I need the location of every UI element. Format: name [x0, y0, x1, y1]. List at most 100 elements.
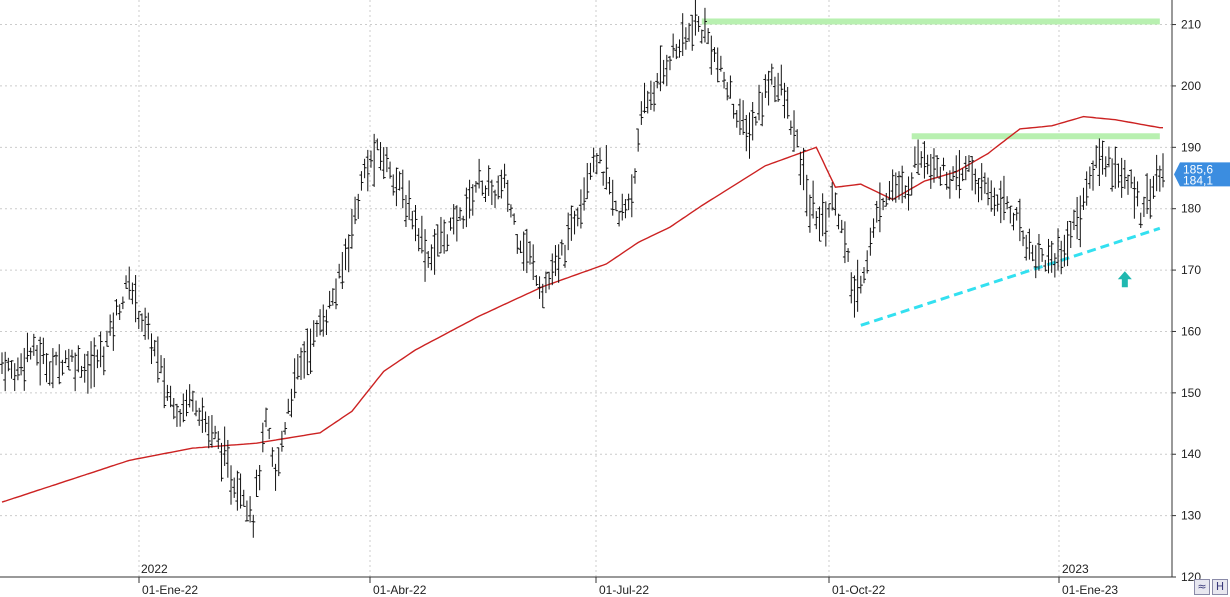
price-bar — [1059, 240, 1064, 275]
price-bar — [1100, 140, 1105, 175]
price-bar — [241, 489, 246, 507]
price-bar — [1036, 233, 1041, 271]
price-bar — [757, 84, 762, 121]
price-bar — [1071, 209, 1076, 231]
price-bar — [591, 147, 596, 173]
price-bar — [594, 152, 599, 175]
price-bar — [429, 244, 434, 271]
price-bar — [664, 54, 669, 87]
price-bar — [973, 168, 978, 195]
annotations — [701, 18, 1161, 327]
price-bar — [839, 219, 844, 234]
price-bar — [632, 168, 637, 184]
price-bar — [356, 193, 361, 219]
price-bar — [461, 215, 466, 229]
price-bar — [623, 199, 628, 219]
price-bar — [1001, 175, 1006, 221]
arrow-up-icon — [1117, 271, 1132, 288]
price-bar — [642, 82, 647, 114]
price-bar — [133, 275, 138, 323]
price-bar — [480, 180, 485, 196]
price-bar — [1138, 212, 1143, 229]
price-bar — [744, 114, 749, 152]
price-bar — [1106, 146, 1111, 168]
price-bar — [687, 22, 692, 42]
price-bar — [448, 217, 453, 231]
price-bar — [718, 55, 723, 72]
price-bar — [986, 177, 991, 206]
price-bar — [617, 210, 622, 227]
price-bar — [1052, 253, 1057, 278]
last-price-tag — [1174, 162, 1230, 187]
price-bar — [54, 351, 59, 366]
price-bar — [225, 439, 230, 478]
resistance-band-1 — [911, 133, 1160, 140]
price-bar — [146, 312, 151, 340]
price-bar — [1062, 234, 1067, 267]
price-bar — [858, 275, 863, 294]
price-bar — [267, 427, 272, 440]
price-bar — [499, 169, 504, 199]
price-bar — [1110, 158, 1115, 192]
price-bar — [50, 348, 55, 389]
price-bar — [1084, 171, 1089, 206]
x-tick-label-4: 01-Ene-23 — [1062, 583, 1118, 597]
price-bar — [862, 267, 867, 284]
price-bar — [38, 336, 43, 386]
price-bar — [588, 162, 593, 180]
price-bar — [209, 415, 214, 448]
price-bar — [270, 447, 275, 467]
price-bar — [728, 75, 733, 99]
price-bar — [63, 350, 68, 364]
price-bar — [766, 70, 771, 106]
price-bar — [788, 120, 793, 135]
price-bar — [31, 333, 36, 356]
price-bar — [279, 430, 284, 452]
price-bar — [798, 151, 803, 186]
price-bar — [295, 354, 300, 380]
price-bar — [327, 290, 332, 309]
price-bar — [238, 473, 243, 509]
price-bar — [337, 263, 342, 279]
price-bar — [206, 415, 211, 449]
price-bar — [187, 384, 192, 408]
price-bar — [1113, 146, 1118, 189]
price-bar — [680, 13, 685, 56]
price-bar — [737, 98, 742, 136]
price-bar — [333, 278, 338, 310]
price-bar — [1151, 175, 1156, 199]
price-bar — [101, 346, 106, 376]
y-tick-label-180: 180 — [1181, 202, 1201, 216]
x-tick-label-0: 01-Ene-22 — [142, 583, 198, 597]
price-bar — [919, 151, 924, 168]
save-icon[interactable]: H — [1212, 579, 1228, 595]
price-bar — [1119, 157, 1124, 198]
price-bar — [1135, 181, 1140, 207]
price-bar — [925, 154, 930, 175]
price-bar — [779, 64, 784, 96]
price-bar — [184, 389, 189, 417]
price-bar — [194, 400, 199, 417]
price-bar — [852, 275, 857, 318]
price-bar — [629, 174, 634, 218]
price-bar — [785, 86, 790, 119]
price-bar — [136, 311, 141, 330]
price-bar — [998, 180, 1003, 224]
price-bar — [19, 353, 24, 376]
price-bar — [912, 146, 917, 168]
price-bar — [760, 92, 765, 127]
price-bar — [712, 47, 717, 63]
chart-mode-icon[interactable]: ≈ — [1194, 579, 1210, 595]
price-bar — [1014, 207, 1019, 221]
price-bar — [200, 397, 205, 433]
price-bar — [916, 139, 921, 175]
price-bar — [6, 357, 11, 372]
price-bar — [671, 33, 676, 58]
price-bar — [413, 205, 418, 242]
price-bar — [683, 27, 688, 50]
price-bar — [652, 81, 657, 112]
price-bar — [365, 149, 370, 192]
price-bar — [699, 29, 704, 44]
price-bar — [827, 203, 832, 218]
